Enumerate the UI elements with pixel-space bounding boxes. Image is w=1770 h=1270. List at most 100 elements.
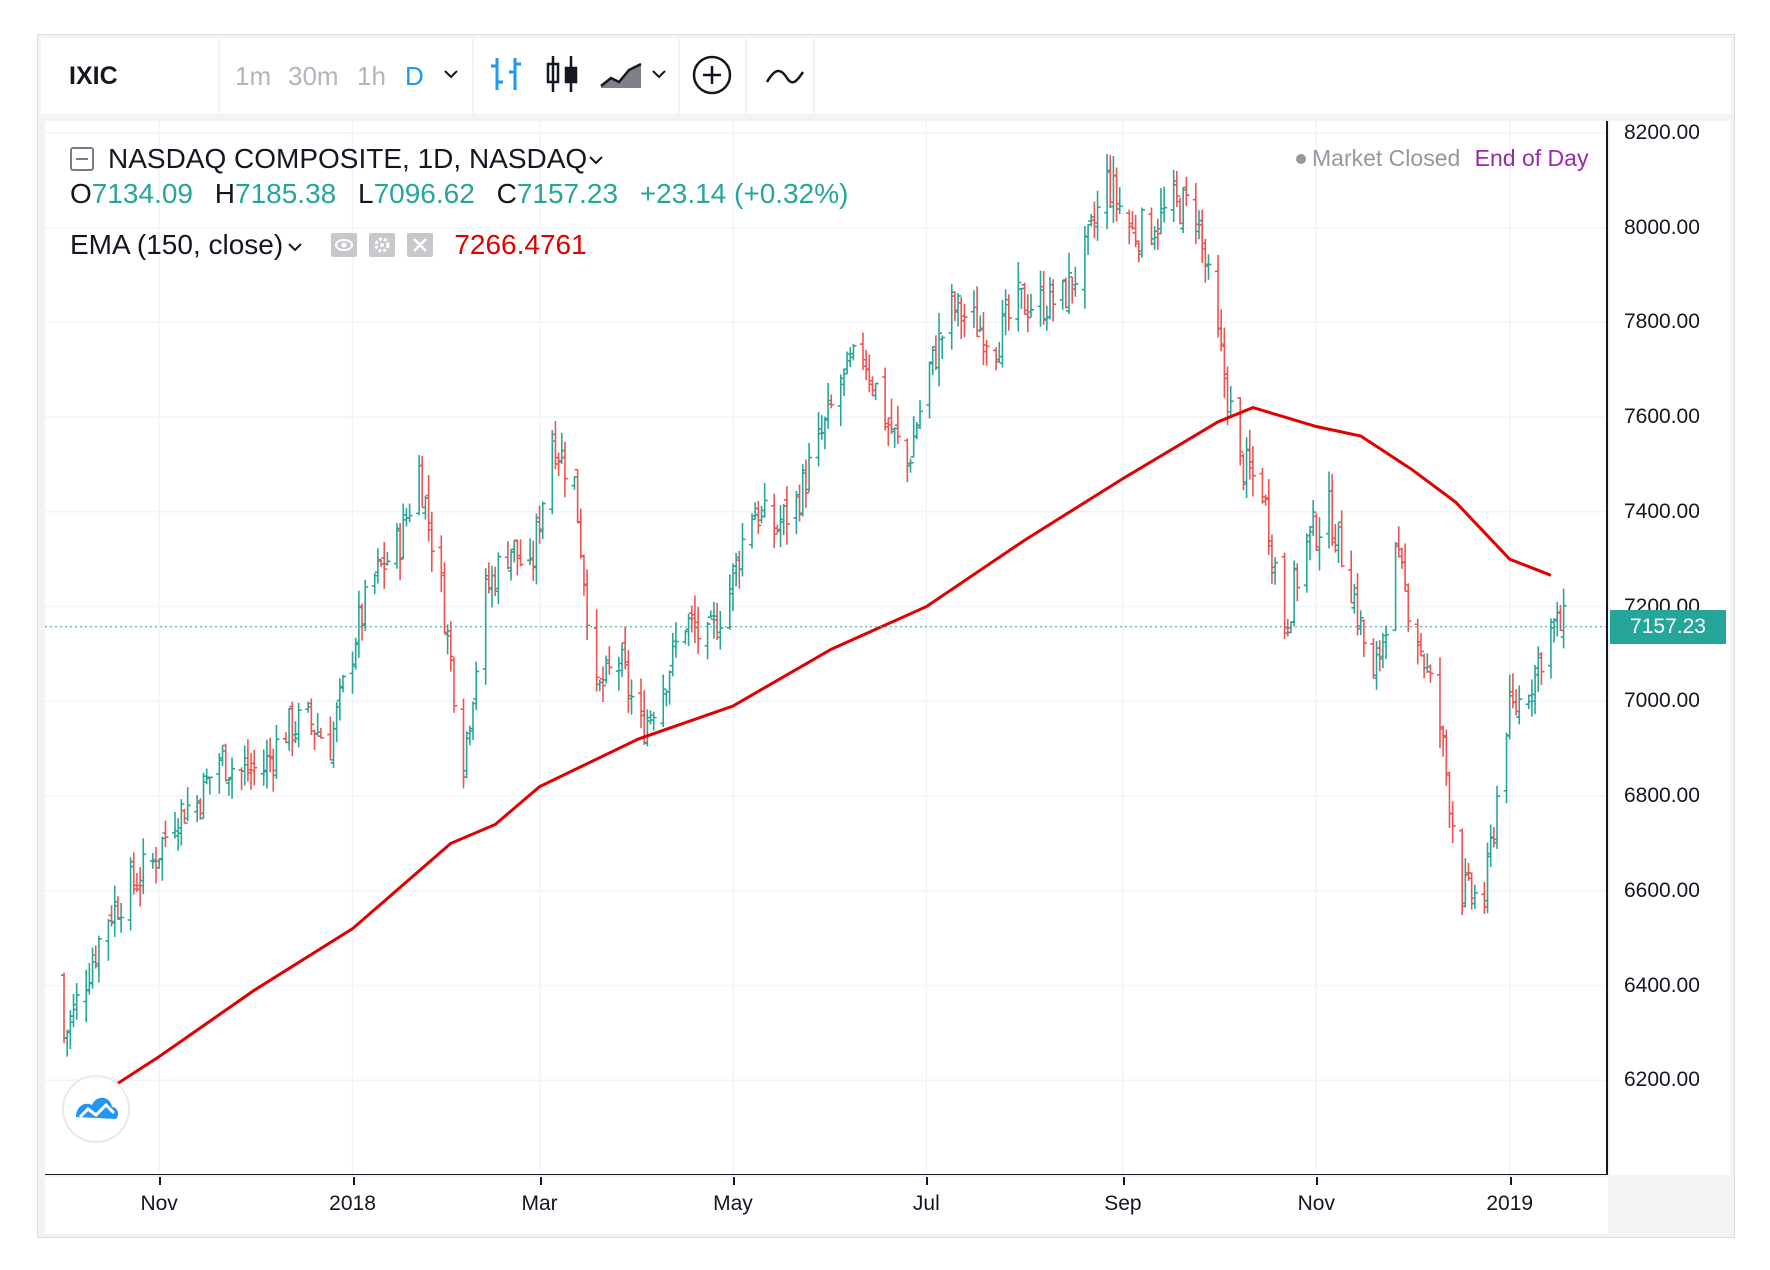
interval-1m[interactable]: 1m [235, 61, 272, 91]
collapse-legend-icon[interactable] [70, 147, 94, 171]
ohlc-bar [951, 291, 958, 321]
plus-circle-icon[interactable] [689, 52, 735, 103]
ohlc-bar [1379, 633, 1386, 669]
ohlc-bar [704, 621, 711, 660]
x-tick-mark [159, 1177, 162, 1185]
ohlc-bar [1192, 182, 1199, 245]
ohlc-bar [1047, 276, 1054, 320]
ohlc-bar [466, 725, 473, 746]
ohlc-bar [907, 458, 914, 473]
ohlc-bar [286, 707, 293, 751]
ohlc-bar [1268, 534, 1275, 584]
candles-icon[interactable] [543, 52, 583, 101]
high-label: H [214, 178, 236, 209]
market-status-row: Market Closed End of Day [1296, 140, 1588, 176]
ohlc-bar [273, 724, 280, 779]
ohlc-bar [470, 701, 477, 740]
ohlc-bar [660, 674, 667, 728]
ohlc-bar [1243, 437, 1250, 499]
ohlc-bar [729, 563, 736, 612]
area-icon[interactable] [597, 52, 645, 101]
symbol-search[interactable]: IXIC [69, 62, 118, 90]
price-axis[interactable]: 6200.00 6400.00 6600.00 6800.00 7000.00 7200.… [1610, 121, 1730, 1175]
tradingview-logo-icon[interactable] [62, 1075, 130, 1143]
interval-dropdown-chevron-icon[interactable] [441, 64, 461, 89]
interval-d[interactable]: D [405, 61, 424, 91]
ohlc-bar [219, 745, 226, 766]
ohlc-bar [1237, 397, 1244, 466]
ohlc-bar [86, 963, 93, 995]
low-label: L [358, 178, 374, 209]
ohlc-bar [1180, 187, 1187, 233]
y-tick-label: 6800.00 [1624, 784, 1700, 808]
ohlc-bar [733, 553, 740, 587]
ema-label[interactable]: EMA (150, close) [70, 229, 284, 260]
interval-30m[interactable]: 30m [288, 61, 339, 91]
ohlc-bar [650, 711, 657, 731]
x-tick-mark [1122, 1177, 1125, 1185]
chart-type-chevron-icon[interactable] [649, 64, 669, 89]
status-dot-icon [1296, 154, 1306, 164]
x-tick-label: May [713, 1192, 753, 1215]
indicator-wave-icon[interactable] [763, 56, 807, 101]
ohlc-bar [1310, 499, 1317, 536]
ohlc-bar [504, 541, 511, 570]
settings-gear-icon[interactable] [368, 233, 395, 257]
ohlc-bar [815, 412, 822, 467]
ohlc-bar [295, 702, 302, 748]
ohlc-bar [514, 539, 521, 576]
ohlc-bar [539, 501, 546, 539]
chart-pane[interactable] [45, 121, 1608, 1175]
ohlc-bar [1462, 858, 1469, 908]
ohlc-bar [178, 799, 185, 846]
market-status: Market Closed [1312, 145, 1461, 171]
y-tick-label: 7400.00 [1624, 499, 1700, 523]
ohlc-bar [1294, 563, 1301, 602]
ohlc-bar [181, 808, 188, 824]
ohlc-bar [1471, 884, 1478, 910]
ohlc-bar [1050, 279, 1057, 322]
ohlc-bar [1272, 557, 1279, 585]
ohlc-bar [222, 743, 229, 782]
ohlc-bar [948, 284, 955, 350]
ohlc-bar [171, 811, 178, 839]
x-tick-mark [926, 1177, 929, 1185]
ohlc-bar [450, 657, 457, 713]
ohlc-bar [508, 548, 515, 581]
ohlc-bar [1265, 479, 1272, 555]
ohlc-bar [127, 857, 134, 931]
ohlc-bar [1459, 828, 1466, 916]
ohlc-bar [1170, 169, 1177, 223]
ohlc-bar [714, 603, 721, 641]
y-tick-label: 7000.00 [1624, 689, 1700, 713]
ohlc-bar [1037, 270, 1044, 327]
ohlc-bar [644, 709, 651, 747]
price-chart[interactable] [45, 121, 1608, 1175]
ohlc-bar [73, 983, 80, 1020]
ohlc-bar [980, 311, 987, 366]
interval-1h[interactable]: 1h [357, 61, 386, 91]
eye-icon[interactable] [330, 233, 357, 257]
remove-close-icon[interactable] [406, 233, 433, 257]
ohlc-bar [1132, 214, 1139, 248]
ohlc-bar [837, 374, 844, 427]
ohlc-bar [783, 486, 790, 545]
ema-chevron-down-icon[interactable] [283, 227, 307, 263]
ohlc-bar [1177, 197, 1183, 225]
ohlc-bar [267, 737, 274, 773]
toolbar-divider [813, 38, 815, 114]
legend-title[interactable]: NASDAQ COMPOSITE, 1D, NASDAQ [108, 143, 588, 174]
ohlc-bar [1116, 187, 1123, 215]
x-tick-mark [732, 1177, 735, 1185]
y-tick-label: 8000.00 [1624, 215, 1700, 239]
ohlc-bar [958, 297, 965, 340]
ohlc-bar [184, 787, 191, 822]
ohlc-bar [527, 538, 534, 566]
ohlc-bar [1249, 446, 1256, 497]
close-label: C [496, 178, 517, 209]
bars-icon[interactable] [487, 52, 527, 101]
title-chevron-down-icon[interactable] [587, 140, 605, 176]
y-tick-label: 6200.00 [1624, 1068, 1700, 1092]
ohlc-bar [1370, 638, 1377, 679]
time-axis[interactable]: Nov 2018 Mar May Jul Sep Nov 2019 [45, 1177, 1608, 1234]
